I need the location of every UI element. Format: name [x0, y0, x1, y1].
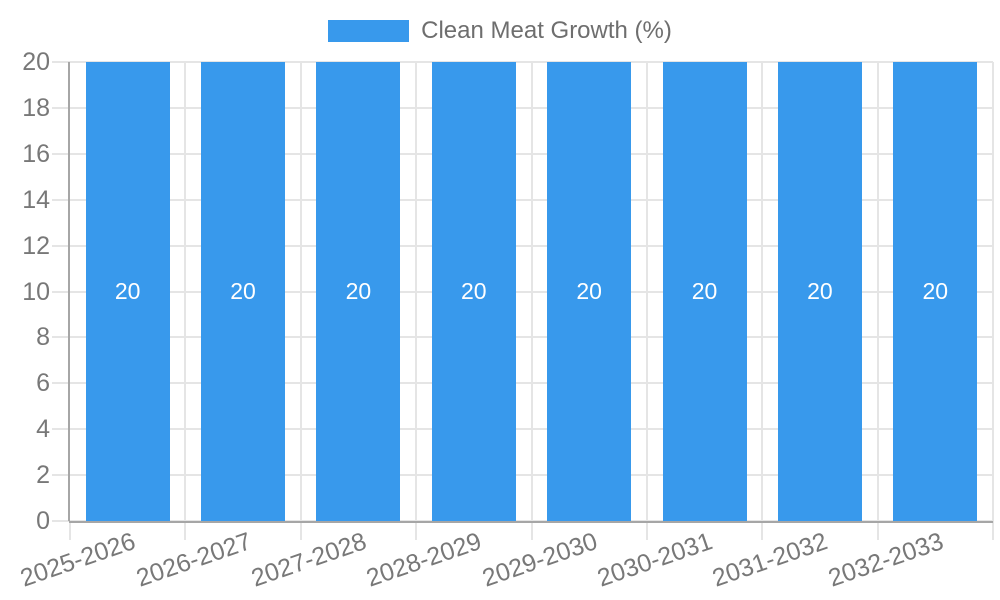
x-axis-tick [69, 521, 71, 540]
bar-value-label: 20 [114, 278, 141, 304]
y-gridline [52, 61, 993, 63]
y-gridline [52, 382, 993, 385]
bar-value-label: 20 [461, 278, 487, 304]
x-axis-tick-label: 2028-2029 [363, 527, 486, 593]
y-gridline [52, 474, 993, 477]
x-gridline [299, 62, 302, 540]
bar-value-label: 20 [576, 278, 602, 304]
bar-value-label: 20 [230, 278, 256, 304]
y-gridline [52, 244, 993, 247]
x-gridline [645, 62, 648, 540]
x-gridline [415, 62, 418, 540]
y-axis-tick-label: 10 [22, 277, 50, 306]
x-gridline [761, 62, 764, 540]
x-gridline [992, 62, 994, 540]
x-axis-tick-label: 2025-2026 [16, 527, 140, 593]
bar[interactable]: 20 [547, 62, 632, 521]
x-axis-line [69, 521, 993, 523]
y-gridline [52, 198, 993, 201]
y-axis-tick-label: 8 [36, 323, 50, 352]
y-axis-tick-label: 4 [36, 415, 50, 444]
y-axis-line [68, 62, 70, 521]
y-axis-tick-label: 2 [36, 461, 50, 490]
y-gridline [52, 152, 993, 155]
legend-label: Clean Meat Growth (%) [421, 17, 672, 44]
x-axis-tick-label: 2026-2027 [132, 527, 255, 593]
y-gridline [52, 290, 993, 293]
bar-value-label: 20 [807, 278, 833, 304]
x-gridline [184, 62, 187, 540]
y-gridline [52, 336, 993, 339]
y-axis-tick-label: 6 [36, 369, 50, 398]
x-axis-tick-label: 2027-2028 [247, 527, 370, 593]
y-gridline [52, 428, 993, 431]
y-axis-tick-label: 12 [22, 231, 50, 260]
bar-value-label: 20 [345, 278, 372, 304]
bar-value-label: 20 [691, 278, 718, 304]
y-axis-tick-label: 14 [22, 185, 50, 214]
x-gridline [876, 62, 879, 540]
bar[interactable]: 20 [85, 62, 170, 521]
y-axis-tick-label: 16 [22, 139, 50, 168]
bar[interactable]: 20 [431, 62, 516, 521]
x-gridline [530, 62, 533, 540]
x-axis-tick-label: 2032-2033 [824, 527, 947, 593]
x-axis-tick-label: 2031-2032 [709, 527, 832, 593]
y-axis-tick-label: 20 [22, 48, 50, 76]
y-axis-tick-label: 0 [36, 507, 50, 535]
bar[interactable]: 20 [201, 62, 286, 521]
bar-value-label: 20 [922, 278, 949, 304]
bar[interactable]: 20 [316, 62, 401, 521]
y-gridline [52, 106, 993, 109]
legend-swatch [328, 20, 410, 42]
bar[interactable]: 20 [893, 62, 978, 521]
legend-item[interactable]: Clean Meat Growth (%) [0, 17, 1000, 45]
bar[interactable]: 20 [662, 62, 747, 521]
y-axis-tick-label: 18 [22, 93, 50, 122]
bar[interactable]: 20 [777, 62, 862, 521]
x-axis-tick-label: 2029-2030 [478, 527, 601, 593]
x-axis-tick-label: 2030-2031 [593, 527, 717, 593]
